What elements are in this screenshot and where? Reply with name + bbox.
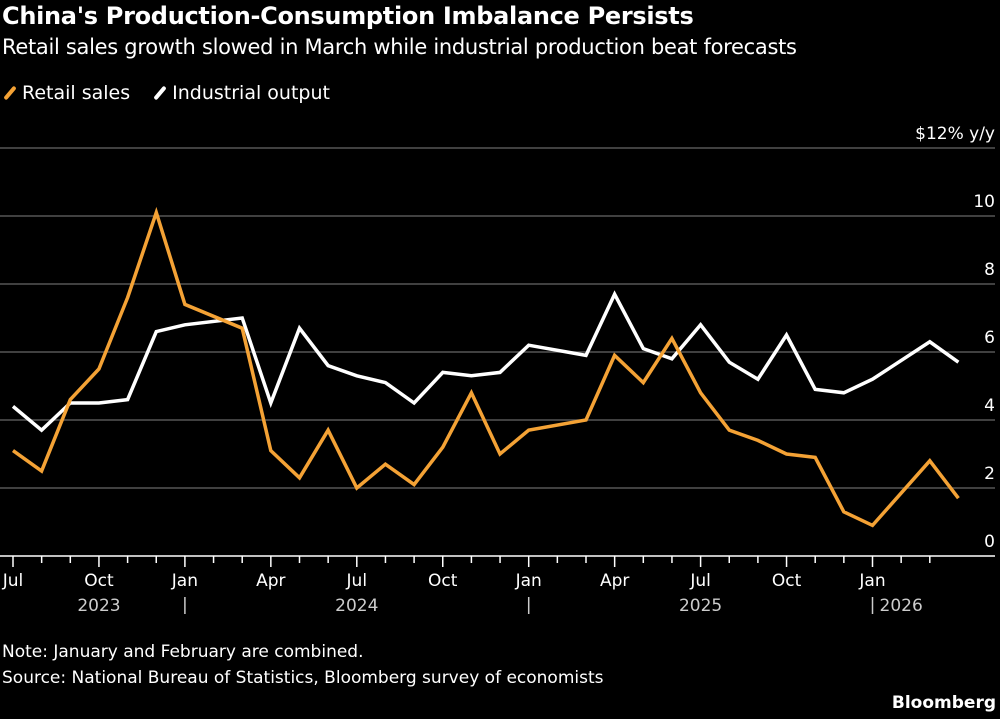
x-tick-label: Jan (515, 571, 542, 591)
x-tick-label: Jan (171, 571, 198, 591)
x-tick-label: Oct (428, 571, 458, 591)
x-year-label: 2026 (880, 596, 923, 616)
chart-source: Source: National Bureau of Statistics, B… (2, 668, 604, 688)
x-tick-label: Jul (346, 571, 368, 591)
x-tick-label: Oct (772, 571, 802, 591)
line-chart: 0 2 4 6 8 10 $12% y/y Jul Oct Jan Apr Jul Oct Jan Apr J… (0, 124, 995, 616)
x-tick-label: Oct (84, 571, 114, 591)
series-line-industrial-output (11, 290, 960, 433)
bloomberg-logo: Bloomberg (891, 693, 996, 713)
legend-item-retail-sales: Retail sales (2, 82, 130, 104)
y-tick-label: 10 (973, 192, 995, 212)
x-tick-label: Jul (2, 571, 24, 591)
legend-label: Retail sales (22, 82, 131, 104)
y-tick-label: 2 (984, 464, 995, 484)
x-tick-label: Apr (600, 571, 629, 591)
legend-label: Industrial output (172, 82, 330, 104)
chart-subtitle: Retail sales growth slowed in March whil… (2, 35, 797, 59)
chart-title: China's Production-Consumption Imbalance… (2, 2, 694, 30)
x-year-label: 2024 (335, 596, 378, 616)
legend-item-industrial-output: Industrial output (152, 82, 330, 104)
series-line-retail-sales (11, 206, 960, 528)
legend: Retail sales Industrial output (2, 82, 352, 104)
x-tick-label: Jan (858, 571, 885, 591)
y-axis-unit-label: $12% y/y (915, 124, 995, 144)
y-tick-label: 0 (984, 532, 995, 552)
x-year-label: 2023 (77, 596, 120, 616)
y-tick-label: 6 (984, 328, 995, 348)
y-tick-label: 4 (984, 396, 995, 416)
x-tick-label: Jul (689, 571, 711, 591)
x-tick-label: Apr (256, 571, 285, 591)
x-year-label: 2025 (679, 596, 722, 616)
chart-note: Note: January and February are combined. (2, 642, 364, 662)
y-tick-label: 8 (984, 260, 995, 280)
